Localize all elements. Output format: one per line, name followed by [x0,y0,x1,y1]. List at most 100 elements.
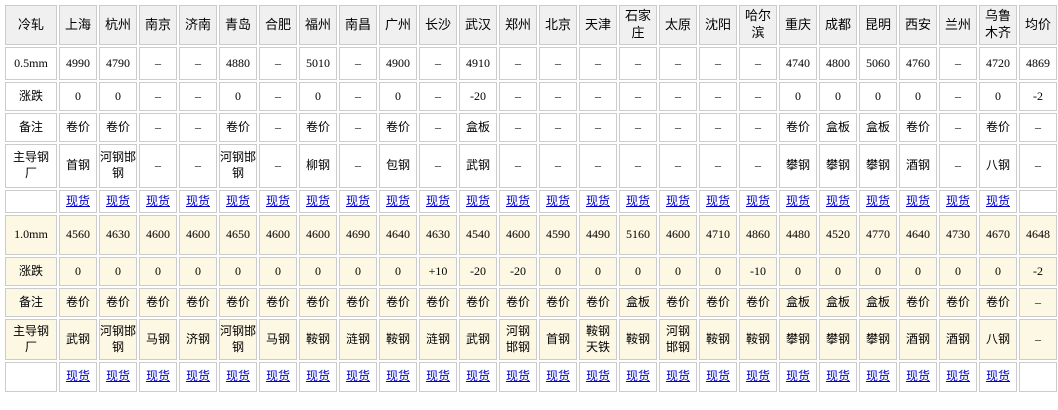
change-cell: – [179,82,217,111]
mill-cell: 河钢 邯钢 [499,319,537,360]
row-label-note: 备注 [5,113,57,142]
price-cell: 4600 [259,215,297,255]
spot-link[interactable]: 现货 [265,193,290,208]
column-header-city: 成都 [819,5,857,45]
spot-link[interactable]: 现货 [545,193,570,208]
spot-link[interactable]: 现货 [505,369,530,384]
spot-link[interactable]: 现货 [505,193,530,208]
change-cell: -2 [1019,82,1057,111]
spot-link[interactable]: 现货 [625,193,650,208]
change-cell: 0 [299,257,337,286]
spot-cell: 现货 [739,190,777,213]
spot-cell: 现货 [579,190,617,213]
spot-link[interactable]: 现货 [745,369,770,384]
change-cell: 0 [59,257,97,286]
spot-link[interactable]: 现货 [945,193,970,208]
change-cell: – [659,82,697,111]
change-cell: 0 [819,82,857,111]
spot-link[interactable]: 现货 [385,193,410,208]
spot-link[interactable]: 现货 [705,193,730,208]
spot-cell: 现货 [179,362,217,392]
spot-cell: 现货 [779,362,817,392]
change-cell: – [739,82,777,111]
change-cell: 0 [779,82,817,111]
spot-link[interactable]: 现货 [585,193,610,208]
spot-link[interactable]: 现货 [905,193,930,208]
spot-link[interactable]: 现货 [225,193,250,208]
note-cell: 卷价 [699,288,737,317]
column-header-city: 乌鲁 木齐 [979,5,1017,45]
price-cell: 5160 [619,215,657,255]
spot-link[interactable]: 现货 [825,193,850,208]
spot-link[interactable]: 现货 [785,369,810,384]
spot-link[interactable]: 现货 [345,369,370,384]
spot-link[interactable]: 现货 [985,193,1010,208]
spot-cell: 现货 [619,190,657,213]
spot-link[interactable]: 现货 [185,193,210,208]
price-cell: – [259,47,297,80]
spot-link[interactable]: 现货 [465,193,490,208]
price-cell: – [339,47,377,80]
mill-cell: 攀钢 [779,319,817,360]
mill-cell: 河钢邯 钢 [99,144,137,188]
spot-link[interactable]: 现货 [785,193,810,208]
spot-link[interactable]: 现货 [145,193,170,208]
spot-link[interactable]: 现货 [225,369,250,384]
spot-link[interactable]: 现货 [905,369,930,384]
spot-link[interactable]: 现货 [385,369,410,384]
spot-link[interactable]: 现货 [265,369,290,384]
spot-link[interactable]: 现货 [745,193,770,208]
change-cell: 0 [259,257,297,286]
spot-link[interactable]: 现货 [425,193,450,208]
spot-cell: 现货 [219,362,257,392]
spot-link[interactable]: 现货 [145,369,170,384]
spot-cell: 现货 [859,190,897,213]
note-cell: 卷价 [459,288,497,317]
note-cell: 卷价 [739,288,777,317]
spot-link[interactable]: 现货 [425,369,450,384]
spot-link[interactable]: 现货 [545,369,570,384]
spot-link[interactable]: 现货 [705,369,730,384]
spot-link[interactable]: 现货 [665,369,690,384]
spot-link[interactable]: 现货 [825,369,850,384]
note-cell: 盒板 [819,288,857,317]
spot-link[interactable]: 现货 [665,193,690,208]
spot-link[interactable]: 现货 [945,369,970,384]
mill-cell: 首钢 [59,144,97,188]
spot-link[interactable]: 现货 [305,369,330,384]
spot-cell: 现货 [379,190,417,213]
note-cell: – [1019,113,1057,142]
note-cell: 卷价 [219,113,257,142]
price-cell: 4490 [579,215,617,255]
row-label-change: 涨跌 [5,257,57,286]
mill-cell: – [739,144,777,188]
column-header-city: 南昌 [339,5,377,45]
note-cell: – [339,113,377,142]
spot-link[interactable]: 现货 [865,369,890,384]
change-cell: 0 [899,257,937,286]
price-cell: 4880 [219,47,257,80]
spot-link[interactable]: 现货 [65,369,90,384]
mill-cell: 马钢 [259,319,297,360]
spot-link[interactable]: 现货 [865,193,890,208]
price-cell: 4480 [779,215,817,255]
spot-link[interactable]: 现货 [305,193,330,208]
column-header-city: 长沙 [419,5,457,45]
spot-link[interactable]: 现货 [985,369,1010,384]
spot-link[interactable]: 现货 [105,193,130,208]
spot-link[interactable]: 现货 [585,369,610,384]
change-cell: – [539,82,577,111]
price-cell: 4720 [979,47,1017,80]
change-cell: 0 [179,257,217,286]
mill-cell: – [1019,144,1057,188]
spot-link[interactable]: 现货 [185,369,210,384]
price-cell: 5060 [859,47,897,80]
spot-link[interactable]: 现货 [625,369,650,384]
spot-link[interactable]: 现货 [345,193,370,208]
note-cell: 卷价 [979,288,1017,317]
mill-cell: 河钢邯 钢 [219,144,257,188]
spot-link[interactable]: 现货 [105,369,130,384]
spot-link[interactable]: 现货 [65,193,90,208]
spot-link[interactable]: 现货 [465,369,490,384]
mill-cell: 酒钢 [939,319,977,360]
